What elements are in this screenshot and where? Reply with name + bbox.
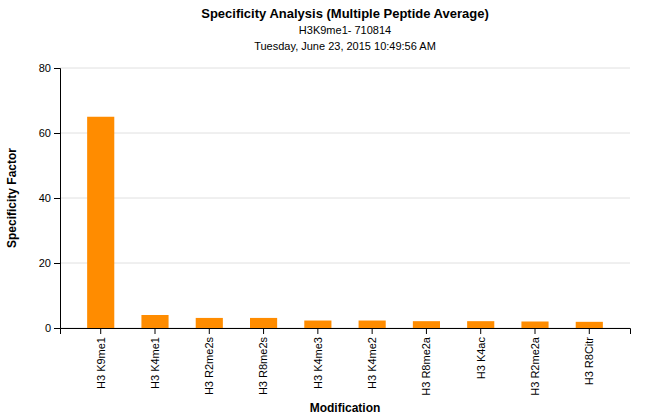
x-tick-mark <box>426 328 427 334</box>
y-tick: 0 <box>45 322 60 334</box>
y-tick-label: 20 <box>39 257 51 269</box>
subtitle: H3K9me1- 710814 <box>299 24 391 36</box>
bar <box>359 321 386 328</box>
y-axis-title: Specificity Factor <box>5 148 19 248</box>
y-tick: 20 <box>39 257 60 269</box>
x-tick: H3 R2me2s <box>203 328 215 395</box>
y-tick-mark <box>54 68 60 69</box>
x-tick-mark <box>317 328 318 334</box>
x-tick-mark <box>209 328 210 334</box>
y-axis: 0 20 40 60 80 <box>39 62 61 334</box>
y-tick-mark <box>54 198 60 199</box>
y-tick: 60 <box>39 127 60 139</box>
x-tick-label: H3 K4me1 <box>149 337 161 389</box>
x-tick: H3 K4me2 <box>366 328 378 389</box>
plot: 0 20 40 60 80 H3 K9me1 H3 K4me1 H3 R2me2s H3 R8m… <box>39 62 631 396</box>
x-tick-mark <box>535 328 536 334</box>
y-tick-mark <box>54 328 60 329</box>
x-tick: H3 K4me3 <box>312 328 324 389</box>
y-axis-line <box>54 69 61 329</box>
bar <box>304 321 331 328</box>
x-tick-label: H3 R2me2a <box>529 336 541 396</box>
y-tick: 80 <box>39 62 60 74</box>
x-tick-mark <box>155 328 156 334</box>
grid-line <box>60 263 630 264</box>
x-tick-mark <box>480 328 481 334</box>
x-tick: H3 K9me1 <box>95 328 107 389</box>
x-tick: H3 K4ac <box>475 328 487 379</box>
bar <box>521 322 548 329</box>
y-tick-mark <box>54 263 60 264</box>
x-tick-label: H3 K9me1 <box>95 337 107 389</box>
y-tick-label: 0 <box>45 322 51 334</box>
y-tick: 40 <box>39 192 60 204</box>
x-axis: H3 K9me1 H3 K4me1 H3 R2me2s H3 R8me2s H3 K4m… <box>61 328 631 396</box>
y-tick-mark <box>54 133 60 134</box>
y-tick-label: 40 <box>39 192 51 204</box>
x-tick-mark <box>263 328 264 334</box>
x-tick-label: H3 R8Citr <box>583 337 595 386</box>
x-tick: H3 R8me2s <box>257 328 269 395</box>
x-axis-line <box>61 329 631 335</box>
bar <box>196 318 223 328</box>
x-tick-mark <box>589 328 590 334</box>
grid-line <box>60 198 630 199</box>
y-tick-label: 60 <box>39 127 51 139</box>
x-tick-label: H3 K4me3 <box>312 337 324 389</box>
chart: 0 20 40 60 80 H3 K9me1 H3 K4me1 H3 R2me2s H3 R8m… <box>0 0 650 420</box>
grid-line <box>60 68 630 69</box>
bar <box>250 318 277 328</box>
bar <box>467 321 494 328</box>
x-axis-title: Modification <box>310 401 381 415</box>
y-tick-label: 80 <box>39 62 51 74</box>
bar <box>87 117 114 328</box>
bar <box>413 321 440 328</box>
x-tick-label: H3 R8me2s <box>257 337 269 396</box>
bars <box>87 117 603 328</box>
x-tick: H3 R8me2a <box>420 328 432 396</box>
bar <box>141 315 168 328</box>
x-tick: H3 R8Citr <box>583 328 595 385</box>
x-tick-label: H3 R8me2a <box>420 336 432 396</box>
x-tick-mark <box>100 328 101 334</box>
x-tick: H3 R2me2a <box>529 328 541 396</box>
x-tick-label: H3 K4ac <box>475 337 487 380</box>
x-tick-label: H3 K4me2 <box>366 337 378 389</box>
bar <box>576 322 603 328</box>
title: Specificity Analysis (Multiple Peptide A… <box>201 6 489 21</box>
x-tick: H3 K4me1 <box>149 328 161 389</box>
subtitle: Tuesday, June 23, 2015 10:49:56 AM <box>254 40 436 52</box>
x-tick-label: H3 R2me2s <box>203 337 215 396</box>
grid-line <box>60 133 630 134</box>
grid <box>60 68 630 328</box>
x-tick-mark <box>372 328 373 334</box>
